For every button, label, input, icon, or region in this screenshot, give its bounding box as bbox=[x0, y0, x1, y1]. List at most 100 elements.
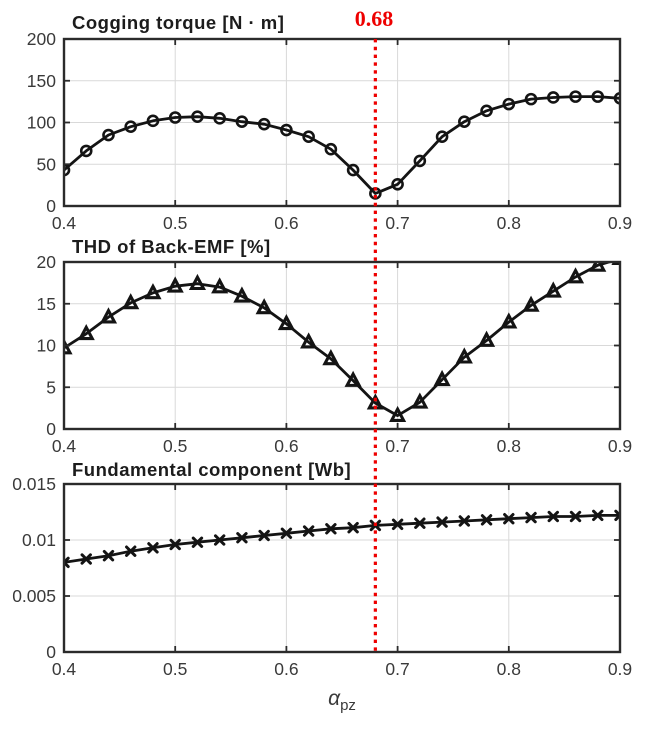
circle-marker bbox=[413, 154, 427, 168]
triangle-marker bbox=[500, 312, 518, 329]
circle-marker bbox=[146, 114, 160, 128]
axis-box bbox=[62, 482, 622, 654]
x-marker bbox=[236, 532, 248, 544]
subplot-1-title: Cogging torque [N · m] bbox=[72, 12, 284, 33]
circle-marker bbox=[280, 123, 293, 137]
x-marker bbox=[347, 521, 359, 534]
subplot-1: 0 50 100 150 200 0.4 0.5 0.6 0.7 0.8 0.9 bbox=[27, 29, 632, 233]
alpha-subscript: pz bbox=[340, 697, 356, 714]
x-marker bbox=[391, 518, 404, 531]
y-tick-label: 0.015 bbox=[12, 474, 56, 494]
x-marker bbox=[191, 536, 204, 548]
x-marker bbox=[503, 513, 515, 525]
circle-marker bbox=[79, 144, 93, 158]
series bbox=[64, 262, 620, 422]
triangle-marker bbox=[344, 370, 362, 387]
series bbox=[64, 90, 620, 200]
x-marker bbox=[125, 545, 137, 557]
x-marker bbox=[547, 510, 559, 523]
x-tick-label: 0.7 bbox=[385, 436, 409, 456]
x-tick-label: 0.8 bbox=[497, 659, 521, 679]
x-tick-label: 0.5 bbox=[163, 213, 187, 233]
triangle-marker bbox=[122, 293, 140, 310]
triangle-marker bbox=[544, 281, 562, 298]
y-tick-label: 100 bbox=[27, 113, 56, 133]
y-tick-label: 0 bbox=[46, 642, 56, 662]
x-marker bbox=[325, 523, 337, 535]
circle-marker bbox=[124, 120, 138, 133]
x-marker bbox=[569, 510, 582, 523]
triangle-marker bbox=[255, 298, 273, 315]
circle-marker bbox=[324, 142, 338, 156]
x-marker bbox=[614, 509, 620, 522]
x-tick-label: 0.7 bbox=[385, 213, 409, 233]
x-axis-label: αpz bbox=[328, 687, 356, 714]
triangle-marker bbox=[277, 313, 295, 331]
x-marker bbox=[480, 514, 493, 526]
subplots-group: 0 50 100 150 200 0.4 0.5 0.6 0.7 0.8 0.9 0 5 10 15 20 0.… bbox=[12, 29, 632, 679]
triangle-marker bbox=[322, 349, 340, 366]
x-marker bbox=[102, 549, 115, 562]
y-tick-label: 0.005 bbox=[12, 586, 56, 606]
x-marker bbox=[258, 529, 270, 542]
triangle-marker bbox=[300, 332, 318, 349]
circle-marker bbox=[235, 115, 249, 128]
x-marker bbox=[280, 527, 293, 539]
triangle-marker bbox=[233, 286, 251, 303]
triangle-marker bbox=[455, 347, 473, 364]
x-tick-label: 0.6 bbox=[274, 213, 298, 233]
circle-marker bbox=[458, 115, 471, 128]
circle-marker bbox=[391, 177, 404, 191]
x-tick-label: 0.4 bbox=[52, 436, 77, 456]
y-tick-label: 0.01 bbox=[22, 530, 56, 550]
annotation-label: 0.68 bbox=[355, 6, 394, 31]
y-tick-label: 5 bbox=[46, 377, 56, 397]
x-marker bbox=[302, 525, 315, 537]
triangle-marker bbox=[411, 392, 429, 409]
x-tick-label: 0.7 bbox=[385, 659, 409, 679]
triangle-marker bbox=[188, 273, 207, 291]
y-tick-label: 200 bbox=[27, 29, 56, 49]
circle-marker bbox=[257, 117, 271, 131]
y-tick-label: 15 bbox=[37, 294, 56, 314]
triangle-marker bbox=[477, 330, 496, 347]
x-marker bbox=[80, 553, 92, 565]
x-tick-label: 0.9 bbox=[608, 436, 632, 456]
circle-marker bbox=[102, 128, 115, 142]
triangle-marker bbox=[64, 338, 73, 355]
x-marker bbox=[525, 511, 537, 524]
series bbox=[64, 509, 620, 569]
x-marker bbox=[436, 516, 448, 528]
circle-marker bbox=[213, 112, 226, 125]
circle-marker bbox=[480, 104, 493, 118]
x-marker bbox=[414, 517, 426, 529]
x-tick-label: 0.4 bbox=[52, 213, 77, 233]
tick-marks bbox=[63, 38, 621, 207]
x-tick-label: 0.6 bbox=[274, 436, 298, 456]
tick-marks bbox=[63, 483, 621, 653]
x-tick-label: 0.4 bbox=[52, 659, 77, 679]
circle-marker bbox=[346, 163, 360, 177]
alpha-symbol: α bbox=[328, 687, 341, 710]
subplot-3-title: Fundamental component [Wb] bbox=[72, 459, 351, 480]
x-marker bbox=[592, 509, 604, 522]
x-tick-label: 0.5 bbox=[163, 436, 187, 456]
x-tick-label: 0.8 bbox=[497, 213, 521, 233]
x-tick-label: 0.8 bbox=[497, 436, 521, 456]
circle-marker bbox=[524, 92, 538, 106]
y-tick-label: 20 bbox=[37, 252, 57, 272]
triangle-marker bbox=[144, 283, 162, 300]
y-tick-label: 0 bbox=[46, 196, 56, 216]
subplot-2-title: THD of Back-EMF [%] bbox=[72, 236, 271, 257]
x-marker bbox=[458, 515, 471, 527]
circle-marker bbox=[591, 90, 605, 103]
x-marker bbox=[169, 538, 181, 551]
triangle-marker bbox=[566, 267, 585, 284]
subplot-2: 0 5 10 15 20 0.4 0.5 0.6 0.7 0.8 0.9 bbox=[37, 252, 633, 456]
circle-marker bbox=[435, 130, 449, 143]
triangle-marker bbox=[166, 276, 184, 293]
triangle-marker bbox=[389, 405, 407, 422]
x-tick-label: 0.6 bbox=[274, 659, 298, 679]
gridlines bbox=[64, 262, 620, 429]
